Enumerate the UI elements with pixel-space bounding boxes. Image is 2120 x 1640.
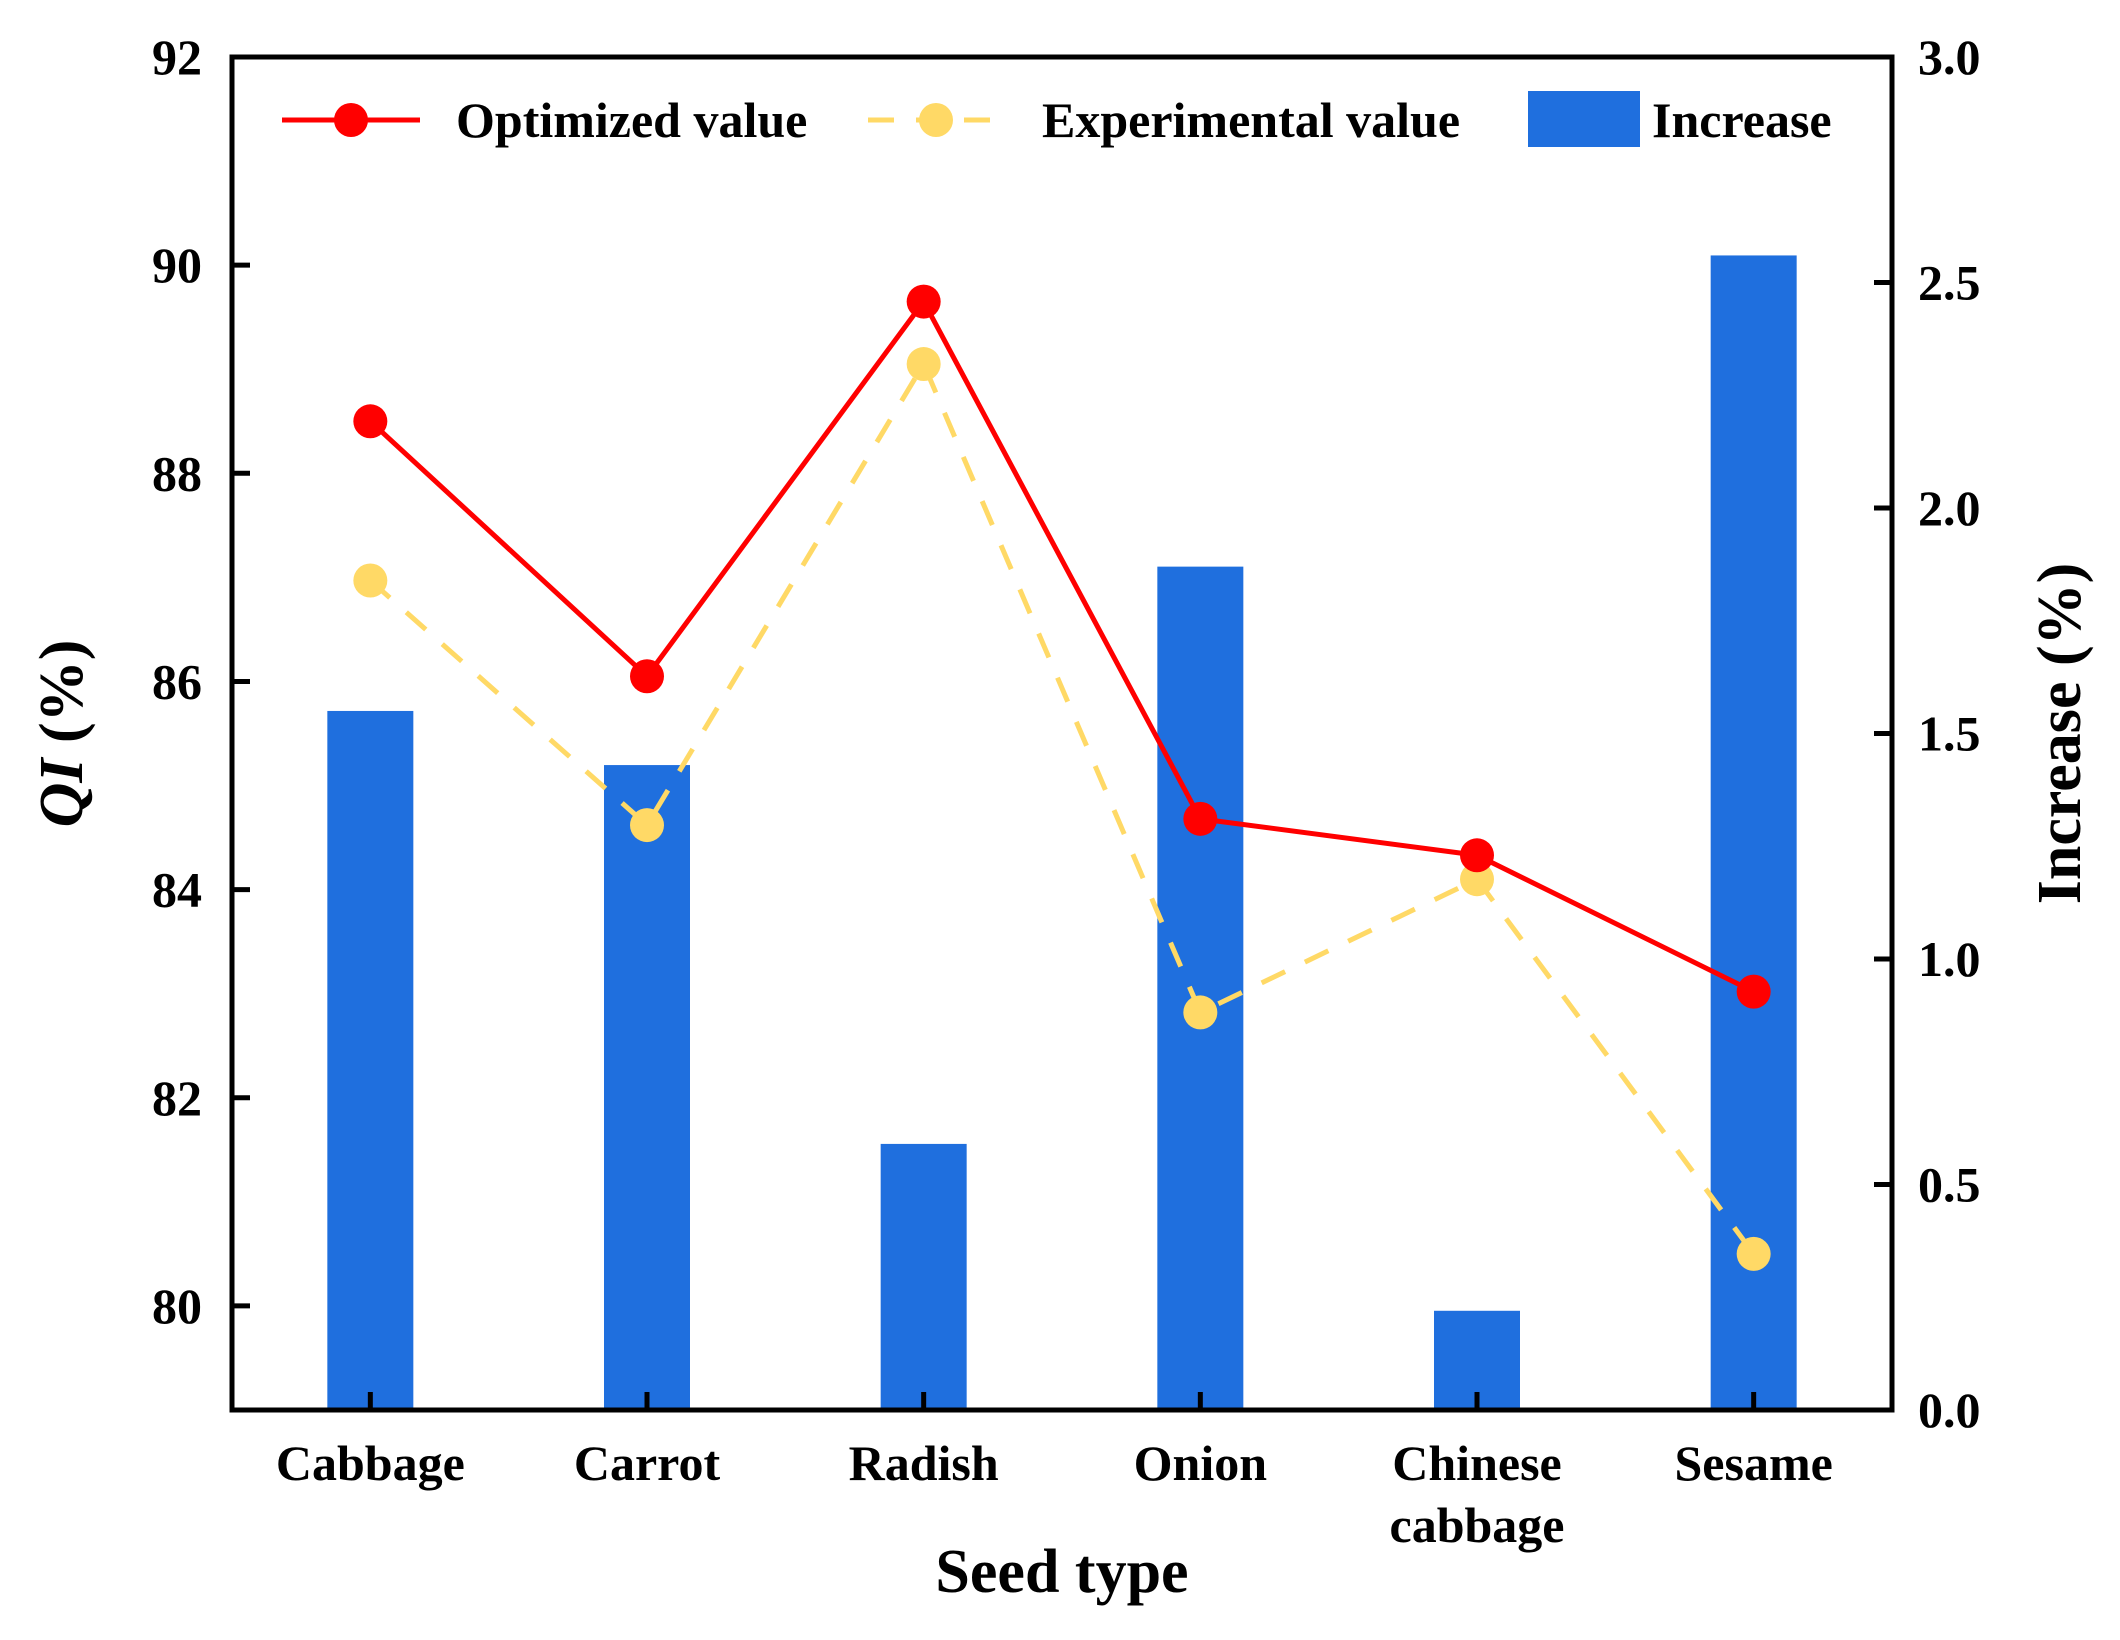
x-tick-label-4: Chinese cabbage — [1390, 1435, 1565, 1553]
y-right-axis-title: Increase (%) — [2026, 563, 2094, 904]
experimental-point-3 — [1183, 995, 1218, 1030]
y-right-tick-label-4: 2.0 — [1918, 480, 1981, 536]
lines-layer — [353, 284, 1771, 1271]
optimized-line — [368, 299, 1755, 994]
y-left-tick-label-0: 80 — [152, 1278, 202, 1334]
y-left-tick-label-4: 88 — [152, 445, 202, 501]
y-left-tick-label-5: 90 — [152, 237, 202, 293]
bar-3 — [1157, 566, 1244, 1410]
x-tick-label-0: Cabbage — [276, 1435, 465, 1491]
experimental-point-2 — [906, 347, 941, 382]
experimental-line — [368, 361, 1756, 1256]
x-tick-label-5: Sesame — [1675, 1435, 1833, 1491]
y-left-tick-label-1: 82 — [152, 1070, 202, 1126]
legend-experimental-marker — [919, 103, 953, 137]
y-right-tick-label-3: 1.5 — [1918, 706, 1981, 762]
x-tick-label-1: Carrot — [574, 1435, 721, 1491]
y-right-tick-label-1: 0.5 — [1918, 1157, 1981, 1213]
bar-0 — [327, 710, 414, 1410]
legend-increase-swatch — [1528, 91, 1640, 147]
plot-frame — [229, 54, 1895, 1413]
experimental-point-5 — [1736, 1236, 1771, 1271]
legend-optimized-label: Optimized value — [456, 92, 807, 148]
optimized-point-0 — [353, 404, 388, 439]
x-axis-title: Seed type — [935, 1538, 1188, 1606]
experimental-point-4 — [1460, 862, 1494, 897]
ticks-layer: 80 82 84 86 88 90 92 0.0 0.5 1.0 1.5 2.0 2.5 3.0 Cabba… — [152, 29, 1981, 1553]
experimental-point-0 — [353, 563, 388, 598]
optimized-point-1 — [630, 659, 664, 694]
x-tick-label-3: Onion — [1134, 1435, 1268, 1491]
optimized-point-2 — [906, 284, 941, 319]
y-right-tick-label-6: 3.0 — [1918, 29, 1981, 85]
axis-labels: Seed type QI (%) Increase (%) — [28, 563, 2094, 1606]
y-left-tick-label-3: 86 — [152, 653, 202, 709]
legend-experimental-label: Experimental value — [1042, 92, 1460, 148]
x-tick-label-2: Radish — [849, 1435, 999, 1491]
bars-layer — [327, 255, 1797, 1411]
legend-optimized-marker — [334, 103, 368, 137]
y-right-tick-label-2: 1.0 — [1918, 931, 1981, 987]
optimized-point-5 — [1736, 974, 1771, 1009]
bar-2 — [880, 1143, 967, 1410]
y-left-axis-title: QI (%) — [28, 640, 96, 828]
y-left-tick-label-6: 92 — [152, 29, 202, 85]
y-left-tick-label-2: 84 — [152, 862, 202, 918]
bar-1 — [604, 765, 690, 1410]
optimized-point-4 — [1460, 838, 1494, 873]
legend-increase-label: Increase — [1652, 92, 1832, 148]
experimental-point-1 — [630, 808, 664, 843]
optimized-point-3 — [1183, 801, 1218, 836]
bar-5 — [1710, 255, 1797, 1411]
y-right-tick-label-5: 2.5 — [1918, 255, 1981, 311]
y-right-tick-label-0: 0.0 — [1918, 1382, 1981, 1438]
legend: Optimized value Experimental value Increas… — [282, 91, 1832, 148]
